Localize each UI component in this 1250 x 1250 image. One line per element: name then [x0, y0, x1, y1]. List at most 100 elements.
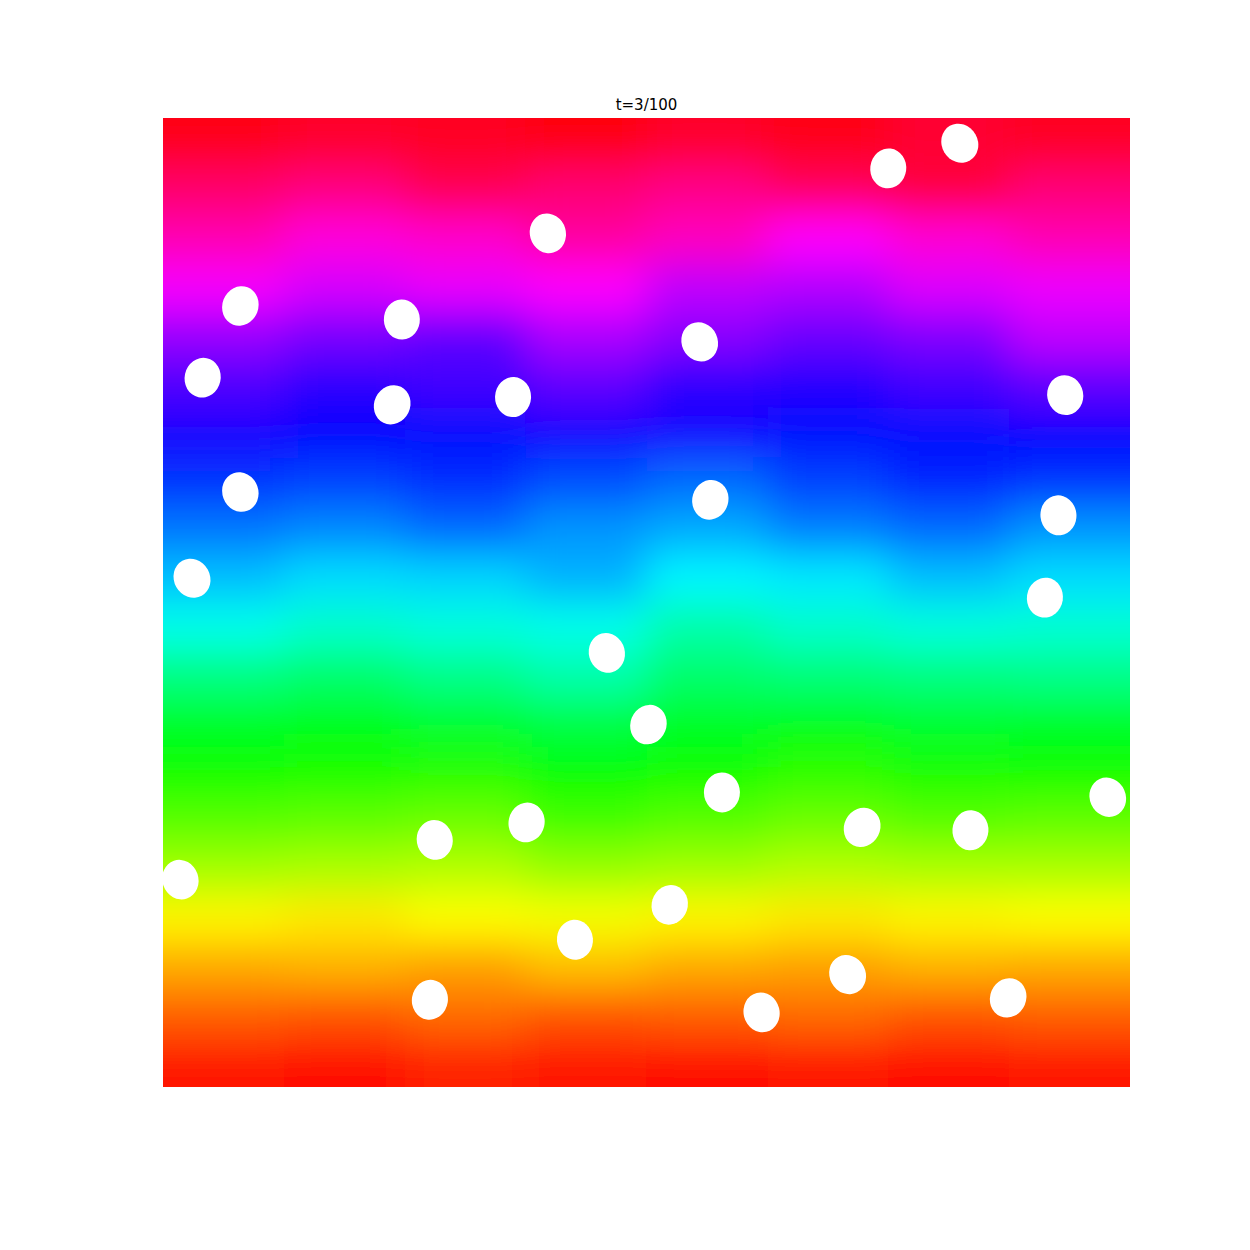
- particle: [217, 467, 265, 517]
- particle: [409, 977, 451, 1022]
- field-cell: [888, 893, 1009, 942]
- field-cell: [405, 166, 526, 215]
- field-cell: [284, 506, 405, 555]
- field-cell: [163, 360, 284, 409]
- field-cell: [767, 215, 888, 264]
- field-cell: [405, 506, 526, 555]
- field-cell: [284, 942, 405, 991]
- particle: [383, 299, 420, 340]
- particle: [163, 855, 204, 905]
- field-cell: [163, 651, 284, 700]
- field-cell: [405, 554, 526, 603]
- field-cell: [1009, 312, 1130, 361]
- field-cell: [526, 748, 647, 797]
- field-cell: [526, 118, 647, 167]
- field-cell: [1009, 118, 1130, 167]
- field-cell: [647, 166, 768, 215]
- particle: [1024, 575, 1065, 620]
- field-cell: [284, 118, 405, 167]
- field-cell: [405, 263, 526, 312]
- field-cell: [163, 312, 284, 361]
- field-cell: [163, 118, 284, 167]
- field-cell: [163, 796, 284, 845]
- field-cell: [1009, 409, 1130, 458]
- field-cell: [1009, 651, 1130, 700]
- field-cell: [163, 409, 284, 458]
- field-cell: [888, 506, 1009, 555]
- particle: [584, 629, 629, 677]
- particle: [822, 948, 873, 1000]
- field-cell: [767, 263, 888, 312]
- field-cell: [526, 699, 647, 748]
- field-cell: [888, 360, 1009, 409]
- field-cell: [284, 457, 405, 506]
- field-cell: [163, 166, 284, 215]
- field-cell: [526, 651, 647, 700]
- field-cell: [1009, 942, 1130, 991]
- field-cell: [647, 942, 768, 991]
- field-cell: [163, 942, 284, 991]
- field-cell: [284, 215, 405, 264]
- particle: [1083, 772, 1130, 823]
- field-cell: [888, 1039, 1009, 1087]
- plot-area: [163, 118, 1130, 1087]
- particle: [414, 817, 456, 863]
- particle: [1038, 494, 1078, 538]
- field-cell: [526, 506, 647, 555]
- particle: [934, 118, 985, 170]
- field-cell: [1009, 215, 1130, 264]
- field-cell: [647, 118, 768, 167]
- field-cell: [888, 215, 1009, 264]
- particle: [181, 354, 225, 401]
- field-cell: [767, 699, 888, 748]
- particle: [868, 146, 909, 190]
- particle: [494, 376, 532, 418]
- field-cell: [284, 990, 405, 1039]
- particle: [1044, 372, 1087, 418]
- field-cell: [888, 942, 1009, 991]
- particle: [704, 772, 741, 813]
- field-cell: [767, 603, 888, 652]
- field-cell: [767, 942, 888, 991]
- field-cell: [888, 603, 1009, 652]
- field-cell: [888, 748, 1009, 797]
- field-cell: [647, 409, 768, 458]
- field-cell: [888, 796, 1009, 845]
- field-cell: [647, 263, 768, 312]
- field-cell: [405, 699, 526, 748]
- field-cell: [284, 166, 405, 215]
- field-cell: [284, 699, 405, 748]
- field-cell: [284, 845, 405, 894]
- field-cell: [888, 166, 1009, 215]
- field-cell: [767, 748, 888, 797]
- particle: [367, 379, 417, 431]
- field-cell: [767, 118, 888, 167]
- particle: [984, 972, 1033, 1023]
- field-cell: [888, 554, 1009, 603]
- field-cell: [284, 263, 405, 312]
- field-cell: [888, 845, 1009, 894]
- particle: [675, 316, 725, 367]
- field-cell: [163, 699, 284, 748]
- field-cell: [888, 409, 1009, 458]
- field-cell: [284, 748, 405, 797]
- field-cell: [163, 603, 284, 652]
- field-cell: [405, 893, 526, 942]
- field-cell: [767, 457, 888, 506]
- particle: [216, 281, 264, 331]
- field-cell: [767, 312, 888, 361]
- field-cell: [526, 263, 647, 312]
- field-cell: [163, 215, 284, 264]
- field-cell: [405, 748, 526, 797]
- particle: [624, 699, 672, 750]
- title: t=3/100: [616, 96, 678, 114]
- color-field: [163, 118, 1130, 1087]
- field-cell: [526, 845, 647, 894]
- field-cell: [284, 796, 405, 845]
- field-cell: [526, 457, 647, 506]
- field-cell: [647, 215, 768, 264]
- field-cell: [1009, 990, 1130, 1039]
- points: [163, 118, 1130, 1036]
- particle: [525, 209, 571, 257]
- field-cell: [767, 990, 888, 1039]
